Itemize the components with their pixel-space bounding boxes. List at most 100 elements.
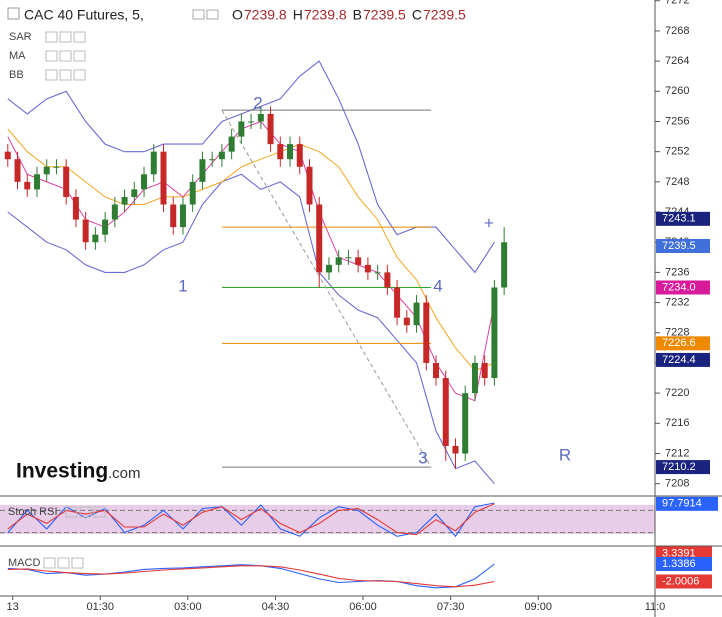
indicator-icon[interactable] [79, 506, 92, 518]
macd-signal [7, 565, 495, 588]
x-tick-label: 11:0 [645, 601, 666, 613]
y-tick-label: 7268 [665, 25, 689, 37]
wave-label: R [559, 445, 571, 464]
header: CAC 40 Futures, 5, O 7239.8 H 7239.8 B 7239.5… [7, 7, 466, 81]
candle-body [394, 287, 401, 318]
stoch-band-fill [0, 505, 655, 534]
candle-body [209, 159, 216, 161]
candle-body [111, 204, 118, 220]
indicator-icon[interactable] [59, 50, 72, 62]
indicator-icon[interactable] [93, 506, 106, 518]
indicator-icon[interactable] [71, 557, 84, 569]
main-panel: 1 2 3 4 R + [4, 60, 571, 485]
icon[interactable] [192, 9, 205, 20]
indicator-icon[interactable] [65, 506, 78, 518]
price-tag-label: 3.3391 [662, 547, 696, 559]
icon [7, 7, 20, 20]
indicator-icon[interactable] [57, 557, 70, 569]
price-tag [656, 238, 710, 253]
x-tick-label: 04:30 [262, 601, 290, 613]
indicator-icon[interactable] [73, 31, 86, 43]
y-tick-label: 7252 [665, 146, 689, 158]
candle-body [82, 219, 89, 243]
indicator-icon[interactable] [45, 69, 58, 81]
price-tag [656, 336, 710, 351]
y-tick-label: 7208 [665, 478, 689, 490]
x-tick-label: 13 [7, 601, 19, 613]
axes: 7208721272167220722472287232723672407244… [7, 0, 718, 613]
indicator-icon[interactable] [59, 31, 72, 43]
panel-title: MACD [8, 557, 40, 569]
candle-body [267, 113, 274, 145]
candle-body [296, 144, 303, 167]
logo-suffix: .com [108, 465, 141, 482]
quote-value: 7239.8 [244, 7, 287, 23]
candle-body [316, 204, 323, 273]
quote-key: O [232, 7, 243, 23]
quote-key: C [412, 7, 422, 23]
price-tag-label: 7243.1 [662, 213, 696, 225]
panel-title: Stoch RSI [8, 506, 58, 518]
indicator-icon[interactable] [73, 69, 86, 81]
candle-body [141, 174, 148, 190]
indicator-icon[interactable] [45, 50, 58, 62]
candle-body [102, 219, 109, 235]
candle-body [462, 393, 469, 454]
candle-body [345, 257, 352, 259]
candle-body [481, 362, 488, 379]
price-tag [656, 574, 712, 589]
y-tick-label: 7212 [665, 447, 689, 459]
candle-body [238, 121, 245, 137]
indicator-label: BB [9, 69, 24, 81]
indicator-icon[interactable] [43, 557, 56, 569]
candle-body [14, 159, 21, 182]
candle-body [228, 136, 235, 152]
quote-value: 7239.8 [304, 7, 347, 23]
x-tick-label: 01:30 [86, 601, 114, 613]
candle-body [53, 166, 60, 168]
price-tag [656, 546, 712, 561]
candle-body [160, 151, 167, 205]
icon[interactable] [206, 9, 219, 20]
candle-body [63, 166, 70, 197]
candle-body [121, 196, 128, 205]
stoch-k [7, 502, 495, 538]
stoch-d [7, 503, 495, 536]
y-tick-label: 7216 [665, 417, 689, 429]
candle-body [287, 144, 294, 160]
indicator-icon[interactable] [59, 69, 72, 81]
quote-value: 7239.5 [363, 7, 406, 23]
stoch-panel [0, 502, 655, 538]
price-tag-label: 7224.4 [662, 354, 696, 366]
y-tick-label: 7248 [665, 176, 689, 188]
candle-body [501, 242, 508, 288]
candle-body [335, 257, 342, 265]
bb-lower [7, 173, 495, 485]
indicator-icon[interactable] [45, 31, 58, 43]
price-tag [656, 460, 710, 475]
candle-body [43, 166, 50, 175]
price-tag-label: 7210.2 [662, 461, 696, 473]
candle-body [189, 181, 196, 205]
candle-body [364, 264, 371, 273]
y-tick-label: 7236 [665, 266, 689, 278]
candle-body [355, 257, 362, 265]
candle-body [413, 302, 420, 326]
candle-body [325, 264, 332, 273]
candle-body [24, 181, 31, 190]
x-tick-label: 09:00 [524, 601, 552, 613]
price-tag [656, 556, 712, 571]
quote-key: H [293, 7, 303, 23]
wave-label: 2 [253, 93, 262, 112]
logo: Investing .com [16, 460, 141, 483]
candle-body [384, 272, 391, 288]
wave-label: 3 [418, 448, 427, 467]
indicator-icon[interactable] [73, 50, 86, 62]
price-tag [656, 211, 710, 226]
trend-line [221, 109, 432, 468]
wave-label: 1 [178, 276, 187, 295]
chart-title: CAC 40 Futures, 5, [24, 7, 144, 23]
candle-body [374, 272, 381, 274]
y-tick-label: 7232 [665, 296, 689, 308]
